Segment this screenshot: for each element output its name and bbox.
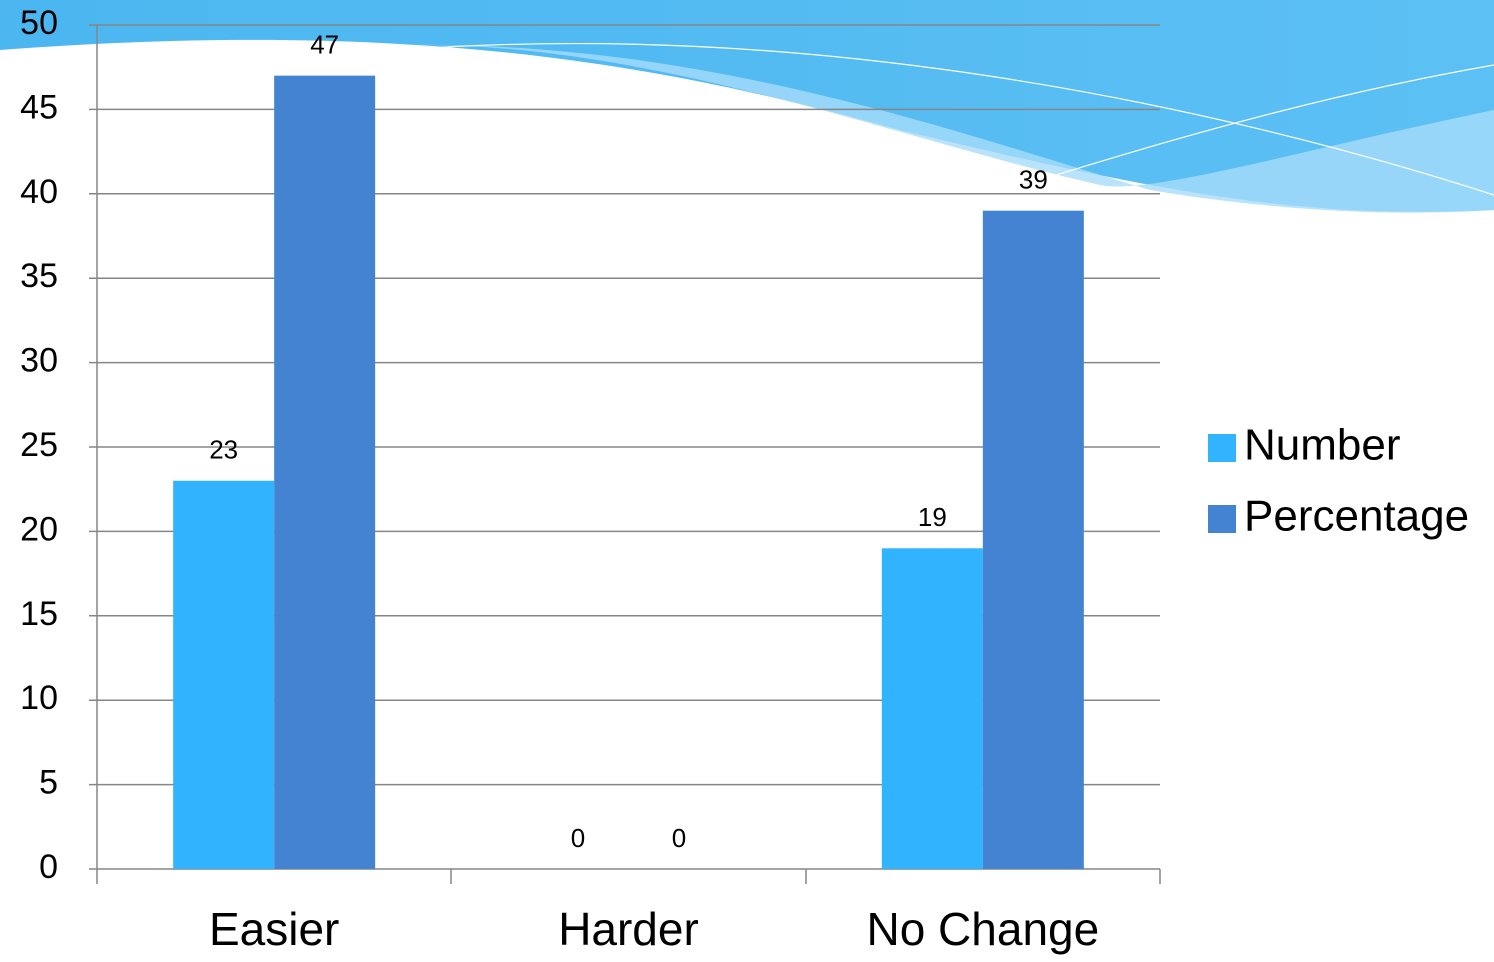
data-label: 0 — [672, 823, 686, 853]
y-tick-label: 20 — [20, 510, 58, 548]
legend-label: Percentage — [1244, 492, 1469, 541]
y-tick-label: 0 — [39, 848, 58, 886]
legend-label: Number — [1244, 421, 1401, 470]
bar — [173, 480, 275, 869]
y-tick-label: 45 — [20, 88, 58, 126]
legend-swatch — [1208, 434, 1236, 462]
data-label: 47 — [310, 30, 339, 60]
y-tick-label: 15 — [20, 595, 58, 633]
data-label: 23 — [209, 435, 238, 465]
y-tick-label: 5 — [39, 764, 58, 802]
bar — [982, 210, 1084, 869]
plot-area — [96, 25, 1161, 884]
y-tick-label: 50 — [20, 4, 58, 42]
legend-swatch — [1208, 505, 1236, 533]
data-label: 0 — [571, 823, 585, 853]
bar — [274, 75, 376, 869]
y-tick-label: 40 — [20, 173, 58, 211]
y-tick-label: 10 — [20, 679, 58, 717]
x-tick-label: Easier — [209, 903, 339, 955]
data-label: 19 — [918, 502, 947, 532]
y-tick-label: 35 — [20, 257, 58, 295]
y-tick-label: 25 — [20, 426, 58, 464]
background-wave — [0, 0, 1494, 213]
x-tick-label: No Change — [866, 903, 1099, 955]
x-tick-label: Harder — [558, 903, 699, 955]
y-tick-label: 30 — [20, 342, 58, 380]
data-label: 39 — [1019, 165, 1048, 195]
bar — [881, 548, 983, 869]
